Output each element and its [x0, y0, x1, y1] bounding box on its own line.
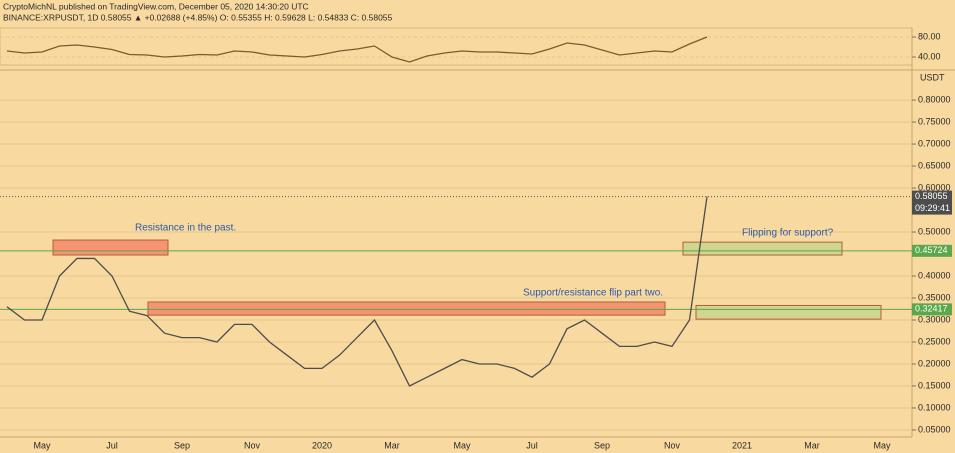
x-tick-label: 2020 — [312, 440, 332, 450]
zone-box — [147, 301, 666, 316]
x-tick-label: Sep — [174, 440, 190, 450]
x-tick-label: Sep — [594, 440, 610, 450]
header-ohlc: BINANCE:XRPUSDT, 1D 0.58055 ▲ +0.02688 (… — [3, 12, 393, 22]
y-tick-label: 0.30000 — [918, 314, 951, 324]
zone-box — [52, 239, 169, 256]
y-tick-label: 0.80000 — [918, 94, 951, 104]
level-tag — [912, 303, 952, 316]
y-tick-label: 0.20000 — [918, 358, 951, 368]
x-tick-label: May — [33, 440, 51, 450]
x-tick-label: May — [453, 440, 471, 450]
countdown-label: 09:29:41 — [915, 203, 950, 213]
annotation: Support/resistance flip part two. — [523, 288, 663, 299]
x-tick-label: Mar — [804, 440, 820, 450]
y-tick-label: 0.10000 — [918, 402, 951, 412]
level-label: 0.32417 — [915, 304, 948, 314]
x-tick-label: Nov — [244, 440, 261, 450]
current-label: 0.58055 — [915, 191, 948, 201]
y-tick-label: 0.05000 — [918, 424, 951, 434]
zone-box — [682, 241, 843, 256]
header-title: CryptoMichNL published on TradingView.co… — [3, 1, 309, 11]
price-line — [6, 196, 708, 387]
x-tick-label: Jul — [526, 440, 538, 450]
annotation: Flipping for support? — [742, 228, 834, 239]
y-tick-label: 0.70000 — [918, 138, 951, 148]
y-tick-label: 80.00 — [918, 31, 941, 41]
annotation: Resistance in the past. — [135, 223, 236, 234]
rsi-line — [6, 36, 708, 63]
x-tick-label: May — [873, 440, 891, 450]
y-tick-label: 0.75000 — [918, 116, 951, 126]
rsi-pane — [0, 27, 913, 66]
y-tick-label: 0.35000 — [918, 292, 951, 302]
unit-label: USDT — [920, 72, 945, 82]
level-tag — [912, 244, 952, 257]
current-tag — [912, 190, 952, 215]
x-tick-label: Jul — [106, 440, 118, 450]
y-tick-label: 0.15000 — [918, 380, 951, 390]
x-tick-label: 2021 — [732, 440, 752, 450]
y-tick-label: 0.25000 — [918, 336, 951, 346]
x-tick-label: Mar — [384, 440, 400, 450]
y-tick-label: 40.00 — [918, 51, 941, 61]
level-label: 0.45724 — [915, 245, 948, 255]
x-tick-label: Nov — [664, 440, 681, 450]
zone-box — [695, 304, 882, 320]
y-tick-label: 0.60000 — [918, 182, 951, 192]
y-tick-label: 0.65000 — [918, 160, 951, 170]
y-tick-label: 0.50000 — [918, 226, 951, 236]
y-tick-label: 0.40000 — [918, 270, 951, 280]
